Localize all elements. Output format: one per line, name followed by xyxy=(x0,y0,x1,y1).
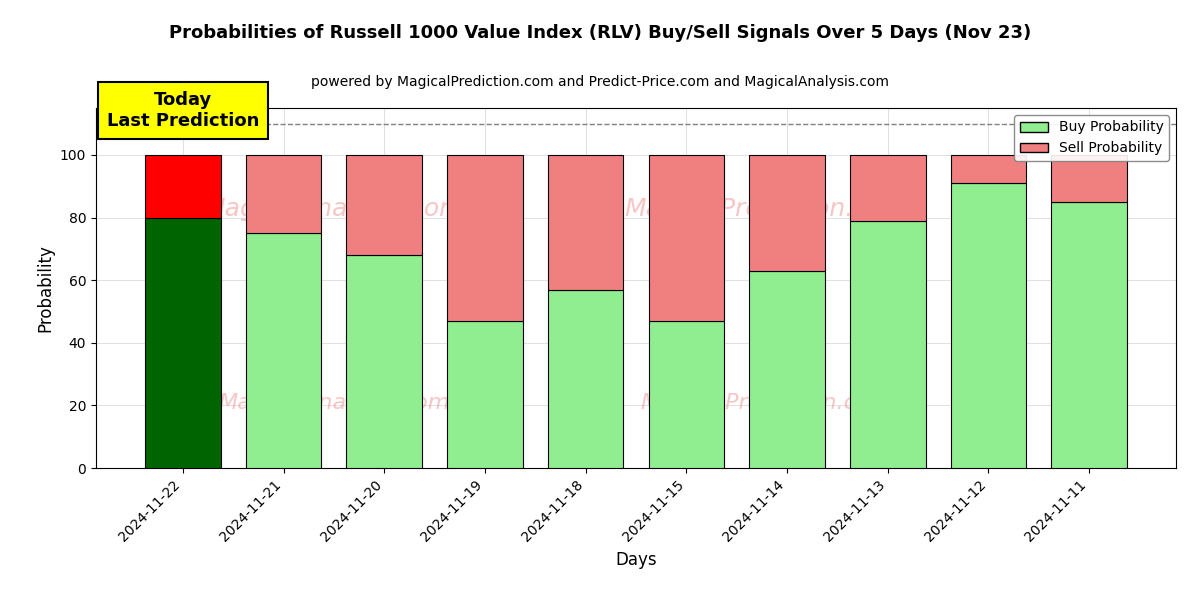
Bar xyxy=(246,233,322,468)
Bar xyxy=(850,155,925,221)
Bar xyxy=(648,155,724,321)
Bar xyxy=(448,321,523,468)
Bar xyxy=(648,321,724,468)
Bar xyxy=(749,271,824,468)
Bar xyxy=(950,183,1026,468)
Bar xyxy=(548,155,624,290)
Y-axis label: Probability: Probability xyxy=(36,244,54,332)
Bar xyxy=(1051,202,1127,468)
Text: powered by MagicalPrediction.com and Predict-Price.com and MagicalAnalysis.com: powered by MagicalPrediction.com and Pre… xyxy=(311,75,889,89)
Bar xyxy=(850,221,925,468)
Text: MagicalPrediction.com: MagicalPrediction.com xyxy=(640,393,892,413)
Bar xyxy=(347,155,422,255)
Text: MagicalAnalysis.com: MagicalAnalysis.com xyxy=(203,197,464,221)
Bar xyxy=(246,155,322,233)
Bar xyxy=(1051,155,1127,202)
Bar xyxy=(145,155,221,218)
Bar xyxy=(448,155,523,321)
Bar xyxy=(548,290,624,468)
Bar xyxy=(145,218,221,468)
Bar xyxy=(950,155,1026,183)
Text: Today
Last Prediction: Today Last Prediction xyxy=(107,91,259,130)
Text: MagicalPrediction.com: MagicalPrediction.com xyxy=(624,197,907,221)
Text: MagicalAnalysis.com: MagicalAnalysis.com xyxy=(218,393,449,413)
Bar xyxy=(749,155,824,271)
Text: Probabilities of Russell 1000 Value Index (RLV) Buy/Sell Signals Over 5 Days (No: Probabilities of Russell 1000 Value Inde… xyxy=(169,24,1031,42)
X-axis label: Days: Days xyxy=(616,551,656,569)
Legend: Buy Probability, Sell Probability: Buy Probability, Sell Probability xyxy=(1014,115,1169,161)
Bar xyxy=(347,255,422,468)
